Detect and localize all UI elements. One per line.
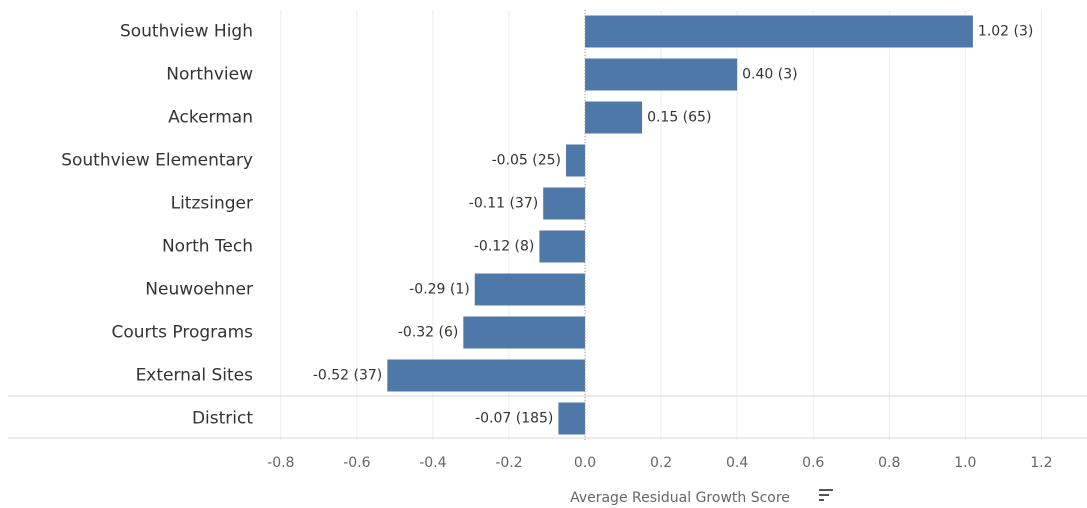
category-label: Litzsinger — [171, 194, 253, 214]
sort-icon — [819, 489, 833, 501]
bar — [566, 144, 586, 177]
bar — [387, 359, 586, 392]
category-label: Southview Elementary — [61, 151, 253, 171]
value-label: 0.40 (3) — [742, 67, 797, 83]
x-tick-label: 1.0 — [954, 455, 976, 471]
bar — [474, 273, 586, 306]
bar — [463, 316, 586, 349]
value-label: -0.12 (8) — [474, 239, 535, 255]
category-label: Courts Programs — [111, 323, 253, 343]
category-label: External Sites — [136, 366, 254, 386]
x-tick-label: -0.8 — [267, 455, 294, 471]
x-tick-label: 0.2 — [650, 455, 672, 471]
x-tick-label: 0.8 — [878, 455, 900, 471]
x-tick-label: 0.0 — [574, 455, 596, 471]
bar — [539, 230, 586, 263]
category-label: Neuwoehner — [145, 280, 253, 300]
value-label: -0.05 (25) — [492, 153, 561, 169]
x-tick-label: -0.6 — [343, 455, 370, 471]
category-label: Northview — [166, 65, 253, 85]
value-label: -0.07 (185) — [475, 411, 553, 427]
x-tick-label: 1.2 — [1030, 455, 1052, 471]
bar — [585, 101, 643, 134]
category-label: North Tech — [162, 237, 253, 257]
category-label: Southview High — [120, 22, 253, 42]
x-tick-label: 0.4 — [726, 455, 748, 471]
x-tick-label: -0.4 — [419, 455, 446, 471]
bar — [558, 402, 586, 435]
value-label: 0.15 (65) — [647, 110, 711, 126]
bar — [585, 58, 738, 91]
value-label: -0.52 (37) — [313, 368, 382, 384]
value-label: -0.11 (37) — [469, 196, 538, 212]
bar — [585, 15, 973, 48]
x-tick-label: -0.2 — [495, 455, 522, 471]
category-label: Ackerman — [168, 108, 253, 128]
category-label: District — [192, 409, 253, 429]
x-axis-title: Average Residual Growth Score — [570, 490, 790, 506]
value-label: -0.29 (1) — [409, 282, 470, 298]
value-label: -0.32 (6) — [398, 325, 459, 341]
value-label: 1.02 (3) — [978, 24, 1033, 40]
x-tick-label: 0.6 — [802, 455, 824, 471]
bar — [543, 187, 586, 220]
